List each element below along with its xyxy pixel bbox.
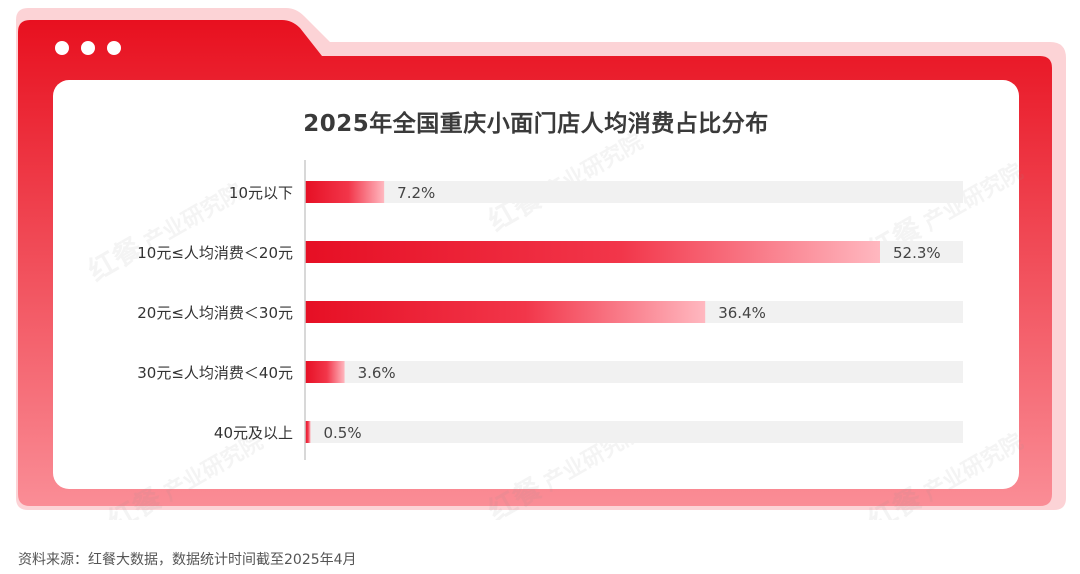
- bar-chart: 10元以下 7.2% 10元≤人均消费＜20元 52.3% 20元≤人均消费＜30元 36…: [137, 160, 963, 460]
- category-label: 30元≤人均消费＜40元: [137, 364, 293, 382]
- bar: [305, 301, 706, 323]
- window-dot-3: [107, 41, 121, 55]
- bar-track: [305, 361, 963, 383]
- bar: [305, 361, 345, 383]
- bar: [305, 421, 311, 443]
- chart-card: 2025年全国重庆小面门店人均消费占比分布: [53, 80, 1019, 489]
- data-label: 36.4%: [718, 304, 766, 322]
- window-dot-2: [81, 41, 95, 55]
- chart-title: 2025年全国重庆小面门店人均消费占比分布: [303, 111, 769, 137]
- category-label: 10元以下: [229, 184, 293, 202]
- bar-track: [305, 181, 963, 203]
- bar-track: [305, 421, 963, 443]
- data-label: 3.6%: [358, 364, 396, 382]
- data-label: 0.5%: [323, 424, 361, 442]
- source-note: 资料来源：红餐大数据，数据统计时间截至2025年4月: [18, 552, 357, 568]
- bar: [305, 241, 880, 263]
- data-label: 52.3%: [893, 244, 941, 262]
- category-label: 10元≤人均消费＜20元: [137, 244, 293, 262]
- category-label: 20元≤人均消费＜30元: [137, 304, 293, 322]
- category-label: 40元及以上: [214, 424, 293, 442]
- bar: [305, 181, 385, 203]
- data-label: 7.2%: [397, 184, 435, 202]
- window-dot-1: [55, 41, 69, 55]
